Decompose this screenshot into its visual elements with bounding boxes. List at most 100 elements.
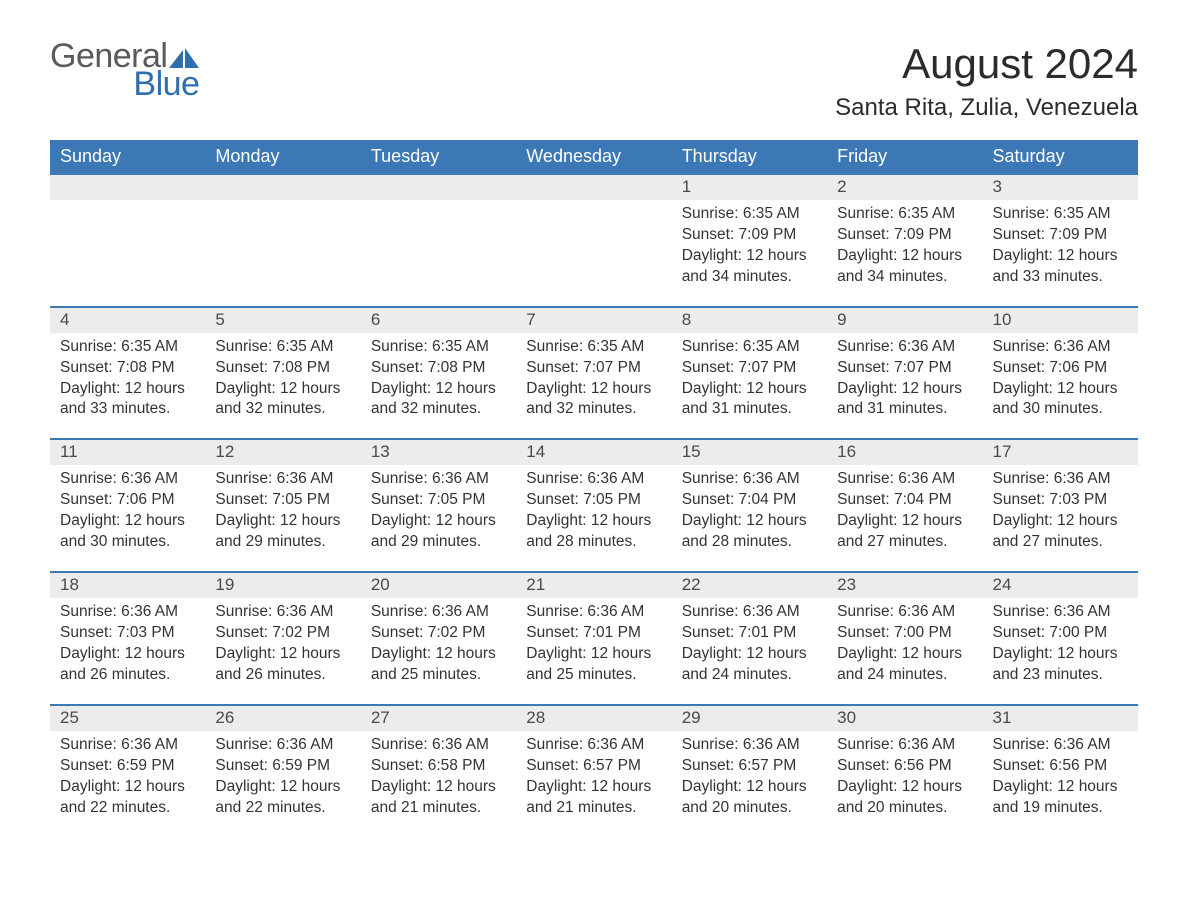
day-number: 26 <box>205 706 360 731</box>
weekday-cell: Saturday <box>983 140 1138 173</box>
weekday-cell: Friday <box>827 140 982 173</box>
sunrise-line: Sunrise: 6:36 AM <box>215 735 350 756</box>
title-block: August 2024 Santa Rita, Zulia, Venezuela <box>835 40 1138 122</box>
sunrise-line: Sunrise: 6:36 AM <box>837 469 972 490</box>
day-content: Sunrise: 6:36 AMSunset: 7:05 PMDaylight:… <box>205 465 360 571</box>
day-content-row: Sunrise: 6:35 AMSunset: 7:08 PMDaylight:… <box>50 333 1138 439</box>
day-number: 2 <box>827 175 982 200</box>
day-number-row: 11121314151617 <box>50 438 1138 465</box>
daylight-line: Daylight: 12 hours and 32 minutes. <box>371 379 506 421</box>
daylight-line: Daylight: 12 hours and 19 minutes. <box>993 777 1128 819</box>
day-content: Sunrise: 6:35 AMSunset: 7:09 PMDaylight:… <box>672 200 827 306</box>
day-number: 15 <box>672 440 827 465</box>
day-number: 10 <box>983 308 1138 333</box>
day-content: Sunrise: 6:36 AMSunset: 7:01 PMDaylight:… <box>672 598 827 704</box>
sunrise-line: Sunrise: 6:36 AM <box>682 735 817 756</box>
sunrise-line: Sunrise: 6:35 AM <box>837 204 972 225</box>
sunset-line: Sunset: 6:57 PM <box>682 756 817 777</box>
day-content: Sunrise: 6:35 AMSunset: 7:07 PMDaylight:… <box>516 333 671 439</box>
day-content-row: Sunrise: 6:36 AMSunset: 7:06 PMDaylight:… <box>50 465 1138 571</box>
daylight-line: Daylight: 12 hours and 30 minutes. <box>993 379 1128 421</box>
sunrise-line: Sunrise: 6:36 AM <box>371 735 506 756</box>
day-number-row: 45678910 <box>50 306 1138 333</box>
sunset-line: Sunset: 7:03 PM <box>60 623 195 644</box>
day-content: Sunrise: 6:36 AMSunset: 6:56 PMDaylight:… <box>983 731 1138 837</box>
sunset-line: Sunset: 6:57 PM <box>526 756 661 777</box>
sunset-line: Sunset: 7:08 PM <box>371 358 506 379</box>
sunset-line: Sunset: 7:01 PM <box>682 623 817 644</box>
day-number <box>361 175 516 200</box>
day-content: Sunrise: 6:36 AMSunset: 6:59 PMDaylight:… <box>205 731 360 837</box>
location: Santa Rita, Zulia, Venezuela <box>835 94 1138 122</box>
day-content: Sunrise: 6:36 AMSunset: 7:05 PMDaylight:… <box>361 465 516 571</box>
day-content: Sunrise: 6:36 AMSunset: 7:01 PMDaylight:… <box>516 598 671 704</box>
day-number-row: 123 <box>50 173 1138 200</box>
day-content: Sunrise: 6:35 AMSunset: 7:08 PMDaylight:… <box>50 333 205 439</box>
sunrise-line: Sunrise: 6:36 AM <box>60 735 195 756</box>
weekday-cell: Wednesday <box>516 140 671 173</box>
daylight-line: Daylight: 12 hours and 30 minutes. <box>60 511 195 553</box>
day-number: 9 <box>827 308 982 333</box>
day-number: 24 <box>983 573 1138 598</box>
day-content: Sunrise: 6:36 AMSunset: 7:03 PMDaylight:… <box>983 465 1138 571</box>
daylight-line: Daylight: 12 hours and 33 minutes. <box>993 246 1128 288</box>
sunrise-line: Sunrise: 6:36 AM <box>993 469 1128 490</box>
daylight-line: Daylight: 12 hours and 23 minutes. <box>993 644 1128 686</box>
day-content: Sunrise: 6:36 AMSunset: 6:58 PMDaylight:… <box>361 731 516 837</box>
sunset-line: Sunset: 6:59 PM <box>215 756 350 777</box>
sunset-line: Sunset: 7:01 PM <box>526 623 661 644</box>
daylight-line: Daylight: 12 hours and 28 minutes. <box>682 511 817 553</box>
daylight-line: Daylight: 12 hours and 25 minutes. <box>371 644 506 686</box>
sunset-line: Sunset: 7:00 PM <box>837 623 972 644</box>
day-content: Sunrise: 6:35 AMSunset: 7:07 PMDaylight:… <box>672 333 827 439</box>
logo-text-blue: Blue <box>50 68 199 100</box>
day-number: 28 <box>516 706 671 731</box>
sunset-line: Sunset: 7:00 PM <box>993 623 1128 644</box>
sunset-line: Sunset: 7:02 PM <box>215 623 350 644</box>
day-content: Sunrise: 6:36 AMSunset: 7:04 PMDaylight:… <box>672 465 827 571</box>
daylight-line: Daylight: 12 hours and 21 minutes. <box>526 777 661 819</box>
daylight-line: Daylight: 12 hours and 33 minutes. <box>60 379 195 421</box>
day-content <box>361 200 516 306</box>
daylight-line: Daylight: 12 hours and 26 minutes. <box>60 644 195 686</box>
day-content: Sunrise: 6:36 AMSunset: 7:07 PMDaylight:… <box>827 333 982 439</box>
sunrise-line: Sunrise: 6:35 AM <box>60 337 195 358</box>
sunset-line: Sunset: 7:04 PM <box>682 490 817 511</box>
daylight-line: Daylight: 12 hours and 24 minutes. <box>682 644 817 686</box>
day-content <box>205 200 360 306</box>
sunset-line: Sunset: 7:05 PM <box>215 490 350 511</box>
day-content: Sunrise: 6:35 AMSunset: 7:08 PMDaylight:… <box>205 333 360 439</box>
sunset-line: Sunset: 7:02 PM <box>371 623 506 644</box>
day-content: Sunrise: 6:36 AMSunset: 7:02 PMDaylight:… <box>205 598 360 704</box>
sunrise-line: Sunrise: 6:36 AM <box>682 469 817 490</box>
day-number: 22 <box>672 573 827 598</box>
daylight-line: Daylight: 12 hours and 21 minutes. <box>371 777 506 819</box>
day-content: Sunrise: 6:36 AMSunset: 7:00 PMDaylight:… <box>983 598 1138 704</box>
sunset-line: Sunset: 6:56 PM <box>837 756 972 777</box>
day-number: 5 <box>205 308 360 333</box>
daylight-line: Daylight: 12 hours and 34 minutes. <box>837 246 972 288</box>
sunset-line: Sunset: 7:07 PM <box>682 358 817 379</box>
sunset-line: Sunset: 7:09 PM <box>837 225 972 246</box>
daylight-line: Daylight: 12 hours and 27 minutes. <box>837 511 972 553</box>
sunset-line: Sunset: 7:08 PM <box>215 358 350 379</box>
sunrise-line: Sunrise: 6:36 AM <box>993 735 1128 756</box>
day-number: 13 <box>361 440 516 465</box>
daylight-line: Daylight: 12 hours and 32 minutes. <box>215 379 350 421</box>
sunset-line: Sunset: 6:59 PM <box>60 756 195 777</box>
daylight-line: Daylight: 12 hours and 29 minutes. <box>215 511 350 553</box>
daylight-line: Daylight: 12 hours and 20 minutes. <box>682 777 817 819</box>
day-number <box>205 175 360 200</box>
day-number-row: 18192021222324 <box>50 571 1138 598</box>
day-content: Sunrise: 6:36 AMSunset: 7:05 PMDaylight:… <box>516 465 671 571</box>
sunset-line: Sunset: 7:09 PM <box>682 225 817 246</box>
day-number: 4 <box>50 308 205 333</box>
day-content: Sunrise: 6:36 AMSunset: 7:06 PMDaylight:… <box>983 333 1138 439</box>
sunrise-line: Sunrise: 6:36 AM <box>682 602 817 623</box>
sunrise-line: Sunrise: 6:35 AM <box>526 337 661 358</box>
sunset-line: Sunset: 7:06 PM <box>60 490 195 511</box>
day-number: 6 <box>361 308 516 333</box>
sunrise-line: Sunrise: 6:35 AM <box>215 337 350 358</box>
sunrise-line: Sunrise: 6:36 AM <box>526 602 661 623</box>
day-number: 8 <box>672 308 827 333</box>
